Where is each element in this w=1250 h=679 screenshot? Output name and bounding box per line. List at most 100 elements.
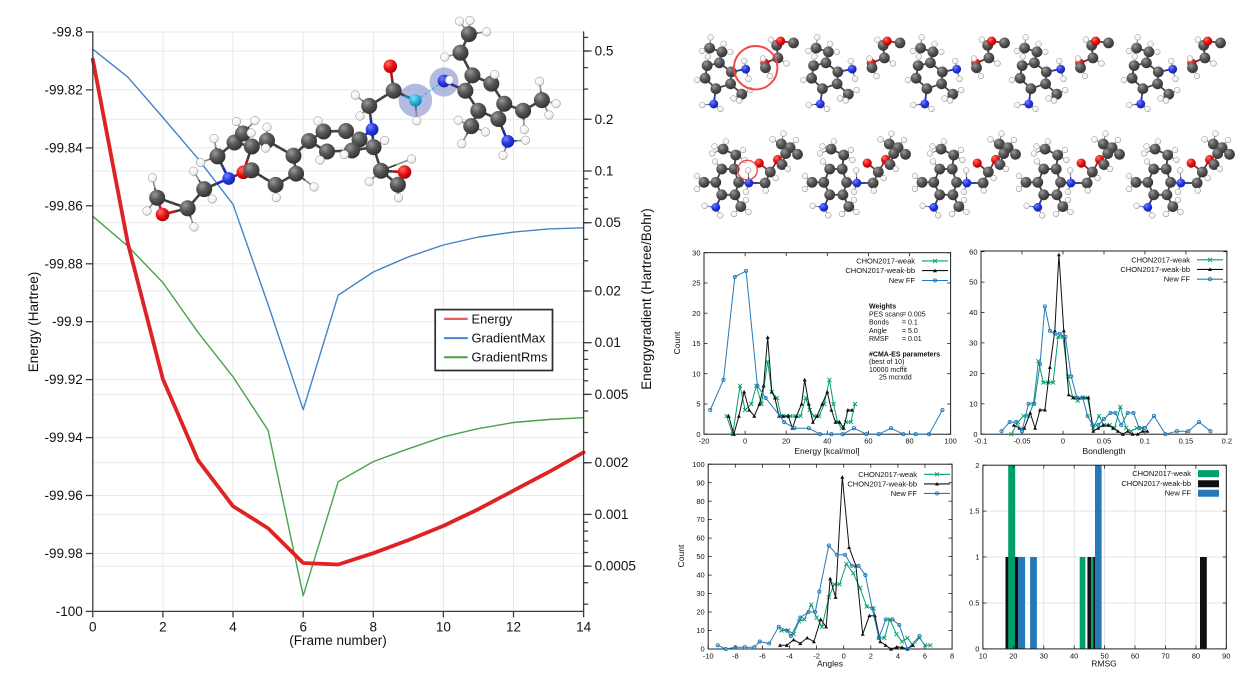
- svg-text:0.2: 0.2: [595, 112, 614, 127]
- svg-text:30: 30: [1040, 651, 1048, 660]
- svg-text:-99.82: -99.82: [45, 82, 83, 97]
- svg-text:0.15: 0.15: [1179, 437, 1194, 446]
- svg-text:90: 90: [696, 478, 704, 487]
- svg-text:10: 10: [969, 399, 977, 408]
- svg-text:14: 14: [576, 619, 592, 634]
- svg-text:-99.94: -99.94: [45, 430, 84, 445]
- svg-text:30: 30: [969, 339, 977, 348]
- svg-text:70: 70: [696, 515, 704, 524]
- svg-text:1.5: 1.5: [969, 507, 979, 516]
- svg-text:60: 60: [969, 247, 977, 256]
- svg-text:4: 4: [896, 652, 900, 661]
- svg-text:-20: -20: [699, 437, 710, 446]
- svg-text:0.1: 0.1: [595, 164, 614, 179]
- svg-text:40: 40: [969, 308, 977, 317]
- svg-text:25 mcrxdd: 25 mcrxdd: [879, 375, 912, 382]
- svg-text:50: 50: [1100, 651, 1108, 660]
- svg-text:0: 0: [696, 430, 700, 439]
- svg-text:10: 10: [696, 626, 704, 635]
- svg-text:0: 0: [975, 645, 979, 654]
- svg-text:50: 50: [696, 552, 704, 561]
- svg-text:= 0.01: = 0.01: [902, 336, 922, 343]
- svg-text:-100: -100: [56, 604, 83, 619]
- svg-text:50: 50: [969, 278, 977, 287]
- svg-text:0: 0: [701, 645, 705, 654]
- svg-text:0: 0: [743, 437, 747, 446]
- svg-text:0.001: 0.001: [595, 507, 629, 522]
- svg-text:60: 60: [1131, 651, 1139, 660]
- svg-text:-99.98: -99.98: [45, 546, 83, 561]
- svg-text:(Frame number): (Frame number): [289, 633, 387, 648]
- svg-text:= 5.0: = 5.0: [902, 328, 918, 335]
- svg-text:Count: Count: [676, 544, 686, 567]
- svg-text:30: 30: [692, 248, 700, 257]
- svg-text:40: 40: [696, 571, 704, 580]
- svg-text:15: 15: [692, 339, 700, 348]
- svg-text:70: 70: [1161, 651, 1169, 660]
- svg-text:New FF: New FF: [1164, 275, 1191, 284]
- svg-text:40: 40: [1070, 651, 1078, 660]
- svg-text:Angles: Angles: [817, 659, 843, 669]
- svg-text:0.0005: 0.0005: [595, 559, 636, 574]
- svg-text:12: 12: [506, 619, 521, 634]
- svg-text:Count: Count: [672, 331, 682, 354]
- svg-text:Bondlength: Bondlength: [1082, 446, 1125, 456]
- svg-text:Bonds: Bonds: [869, 320, 889, 327]
- svg-text:10: 10: [979, 651, 987, 660]
- svg-text:-99.84: -99.84: [45, 140, 84, 155]
- svg-text:20: 20: [782, 437, 790, 446]
- svg-text:New FF: New FF: [889, 276, 916, 285]
- svg-text:2: 2: [975, 461, 979, 470]
- svg-text:6: 6: [299, 619, 307, 634]
- svg-text:80: 80: [1192, 651, 1200, 660]
- svg-text:0: 0: [1061, 437, 1065, 446]
- svg-text:CHON2017-weak-bb: CHON2017-weak-bb: [847, 479, 917, 488]
- svg-text:5: 5: [696, 400, 700, 409]
- svg-text:Energy (Hartree): Energy (Hartree): [26, 272, 41, 373]
- svg-text:10000 mcffit: 10000 mcffit: [869, 367, 907, 374]
- svg-text:Energy [kcal/mol]: Energy [kcal/mol]: [794, 446, 859, 456]
- svg-text:RMSG: RMSG: [1091, 659, 1117, 669]
- svg-text:20: 20: [692, 309, 700, 318]
- svg-text:(best of 10): (best of 10): [869, 359, 904, 366]
- svg-text:-2: -2: [813, 652, 820, 661]
- svg-text:80: 80: [696, 497, 704, 506]
- svg-text:Angle: Angle: [869, 328, 887, 335]
- svg-text:-99.88: -99.88: [45, 256, 83, 271]
- svg-text:-99.86: -99.86: [45, 198, 83, 213]
- svg-text:0.02: 0.02: [595, 284, 621, 299]
- svg-text:New FF: New FF: [1165, 489, 1192, 498]
- svg-text:60: 60: [696, 534, 704, 543]
- svg-text:0.002: 0.002: [595, 455, 629, 470]
- svg-text:0.1: 0.1: [1140, 437, 1150, 446]
- svg-text:0.5: 0.5: [969, 599, 979, 608]
- svg-text:-10: -10: [703, 652, 714, 661]
- svg-text:#CMA-ES parameters: #CMA-ES parameters: [869, 352, 940, 359]
- svg-text:-0.05: -0.05: [1013, 437, 1030, 446]
- svg-text:10: 10: [692, 369, 700, 378]
- svg-text:CHON2017-weak-bb: CHON2017-weak-bb: [1121, 479, 1191, 488]
- svg-text:60: 60: [864, 437, 872, 446]
- svg-text:0.5: 0.5: [595, 44, 614, 59]
- svg-text:-99.8: -99.8: [52, 25, 83, 40]
- svg-text:CHON2017-weak: CHON2017-weak: [858, 470, 917, 479]
- svg-text:-99.96: -99.96: [45, 488, 83, 503]
- svg-text:20: 20: [696, 608, 704, 617]
- svg-text:2: 2: [159, 619, 167, 634]
- svg-text:0.05: 0.05: [1097, 437, 1112, 446]
- svg-text:10: 10: [436, 619, 451, 634]
- svg-text:-4: -4: [786, 652, 793, 661]
- svg-text:20: 20: [1009, 651, 1017, 660]
- svg-text:2: 2: [869, 652, 873, 661]
- svg-text:-99.9: -99.9: [52, 314, 83, 329]
- svg-text:-6: -6: [759, 652, 766, 661]
- svg-text:0.005: 0.005: [595, 387, 629, 402]
- svg-text:CHON2017-weak-bb: CHON2017-weak-bb: [845, 266, 915, 275]
- svg-text:New FF: New FF: [891, 489, 918, 498]
- svg-text:8: 8: [950, 652, 954, 661]
- svg-text:100: 100: [692, 460, 705, 469]
- svg-text:0.05: 0.05: [595, 215, 621, 230]
- svg-text:1: 1: [975, 553, 979, 562]
- svg-text:40: 40: [823, 437, 831, 446]
- svg-text:0: 0: [89, 619, 97, 634]
